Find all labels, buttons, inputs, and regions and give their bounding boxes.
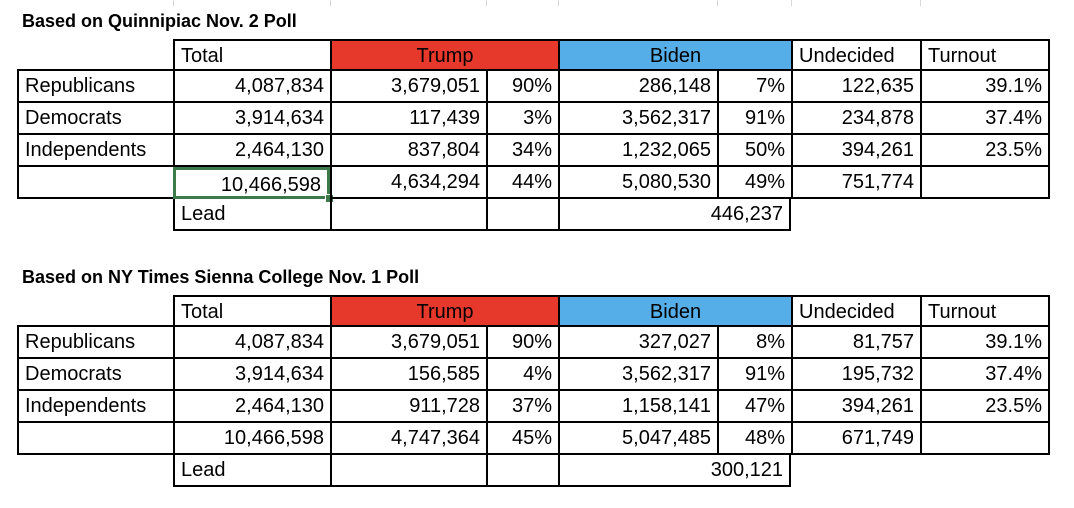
lead-value-cell[interactable]: 446,237 [558,199,791,231]
selected-cell[interactable]: 10,466,598 [173,167,330,199]
data-cell-trump[interactable]: 837,804 [330,135,486,167]
data-cell-biden[interactable]: 3,562,317 [558,359,717,391]
data-cell-undecided[interactable]: 81,757 [791,327,920,359]
totals-label-cell[interactable] [17,423,173,455]
data-cell-undecided[interactable]: 195,732 [791,359,920,391]
header-trump[interactable]: Trump [330,295,558,327]
totals-cell-biden[interactable]: 5,080,530 [558,167,717,199]
data-cell-biden-pct[interactable]: 7% [717,71,791,103]
data-cell-total[interactable]: 2,464,130 [173,391,330,423]
data-cell-biden-pct[interactable]: 47% [717,391,791,423]
lead-empty-cell[interactable] [486,455,558,487]
data-cell-undecided[interactable]: 394,261 [791,391,920,423]
totals-cell-total[interactable]: 10,466,598 [173,423,330,455]
gridline-stub [330,0,331,6]
header-turnout[interactable]: Turnout [920,295,1050,327]
totals-cell-biden[interactable]: 5,047,485 [558,423,717,455]
header-blank-cell[interactable] [17,39,173,71]
data-cell-undecided[interactable]: 234,878 [791,103,920,135]
totals-cell-trump-pct[interactable]: 44% [486,167,558,199]
gridline-stub [173,0,174,6]
data-cell-total[interactable]: 4,087,834 [173,327,330,359]
gridline-stub [717,0,718,6]
totals-cell-trump[interactable]: 4,747,364 [330,423,486,455]
data-cell-trump-pct[interactable]: 90% [486,327,558,359]
data-cell-trump[interactable]: 117,439 [330,103,486,135]
data-cell-total[interactable]: 3,914,634 [173,359,330,391]
header-biden[interactable]: Biden [558,295,791,327]
data-cell-biden-pct[interactable]: 8% [717,327,791,359]
data-cell-biden[interactable]: 1,158,141 [558,391,717,423]
table-title: Based on NY Times Sienna College Nov. 1 … [22,267,420,287]
data-cell-trump[interactable]: 911,728 [330,391,486,423]
header-turnout[interactable]: Turnout [920,39,1050,71]
data-cell-biden[interactable]: 3,562,317 [558,103,717,135]
row-label-cell[interactable]: Republicans [17,71,173,103]
data-cell-biden[interactable]: 327,027 [558,327,717,359]
data-cell-trump-pct[interactable]: 37% [486,391,558,423]
data-cell-turnout[interactable]: 37.4% [920,359,1050,391]
data-cell-biden[interactable]: 1,232,065 [558,135,717,167]
data-cell-total[interactable]: 4,087,834 [173,71,330,103]
data-cell-total[interactable]: 2,464,130 [173,135,330,167]
totals-cell-biden-pct[interactable]: 49% [717,167,791,199]
header-total[interactable]: Total [173,295,330,327]
gridline-stub [791,0,792,6]
header-undecided[interactable]: Undecided [791,295,920,327]
totals-cell-turnout[interactable] [920,167,1050,199]
totals-cell-biden-pct[interactable]: 48% [717,423,791,455]
row-label-cell[interactable]: Democrats [17,103,173,135]
data-cell-biden-pct[interactable]: 91% [717,359,791,391]
lead-value-cell[interactable]: 300,121 [558,455,791,487]
lead-empty-cell[interactable] [486,199,558,231]
data-cell-turnout[interactable]: 37.4% [920,103,1050,135]
totals-cell-trump[interactable]: 4,634,294 [330,167,486,199]
data-cell-biden-pct[interactable]: 50% [717,135,791,167]
data-cell-turnout[interactable]: 23.5% [920,391,1050,423]
data-cell-undecided[interactable]: 394,261 [791,135,920,167]
table-title: Based on Quinnipiac Nov. 2 Poll [22,11,297,31]
gridline-stub [558,0,559,6]
totals-cell-undecided[interactable]: 751,774 [791,167,920,199]
data-cell-undecided[interactable]: 122,635 [791,71,920,103]
data-cell-trump-pct[interactable]: 3% [486,103,558,135]
lead-label-cell[interactable]: Lead [173,455,330,487]
row-label-cell[interactable]: Independents [17,391,173,423]
totals-cell-trump-pct[interactable]: 45% [486,423,558,455]
totals-cell-turnout[interactable] [920,423,1050,455]
row-label-cell[interactable]: Independents [17,135,173,167]
data-cell-trump[interactable]: 156,585 [330,359,486,391]
data-cell-turnout[interactable]: 23.5% [920,135,1050,167]
data-cell-turnout[interactable]: 39.1% [920,71,1050,103]
header-blank-cell[interactable] [17,295,173,327]
data-cell-total[interactable]: 3,914,634 [173,103,330,135]
header-undecided[interactable]: Undecided [791,39,920,71]
row-label-cell[interactable]: Democrats [17,359,173,391]
data-cell-turnout[interactable]: 39.1% [920,327,1050,359]
data-cell-trump[interactable]: 3,679,051 [330,71,486,103]
data-cell-biden[interactable]: 286,148 [558,71,717,103]
row-label-cell[interactable]: Republicans [17,327,173,359]
header-trump[interactable]: Trump [330,39,558,71]
gridline-stub [920,0,921,6]
header-biden[interactable]: Biden [558,39,791,71]
totals-label-cell[interactable] [17,167,173,199]
data-cell-trump-pct[interactable]: 90% [486,71,558,103]
lead-empty-cell[interactable] [330,455,486,487]
data-cell-trump-pct[interactable]: 34% [486,135,558,167]
gridline-stub [486,0,487,6]
totals-cell-undecided[interactable]: 671,749 [791,423,920,455]
header-total[interactable]: Total [173,39,330,71]
lead-label-cell[interactable]: Lead [173,199,330,231]
data-cell-trump[interactable]: 3,679,051 [330,327,486,359]
lead-empty-cell[interactable] [330,199,486,231]
data-cell-trump-pct[interactable]: 4% [486,359,558,391]
data-cell-biden-pct[interactable]: 91% [717,103,791,135]
